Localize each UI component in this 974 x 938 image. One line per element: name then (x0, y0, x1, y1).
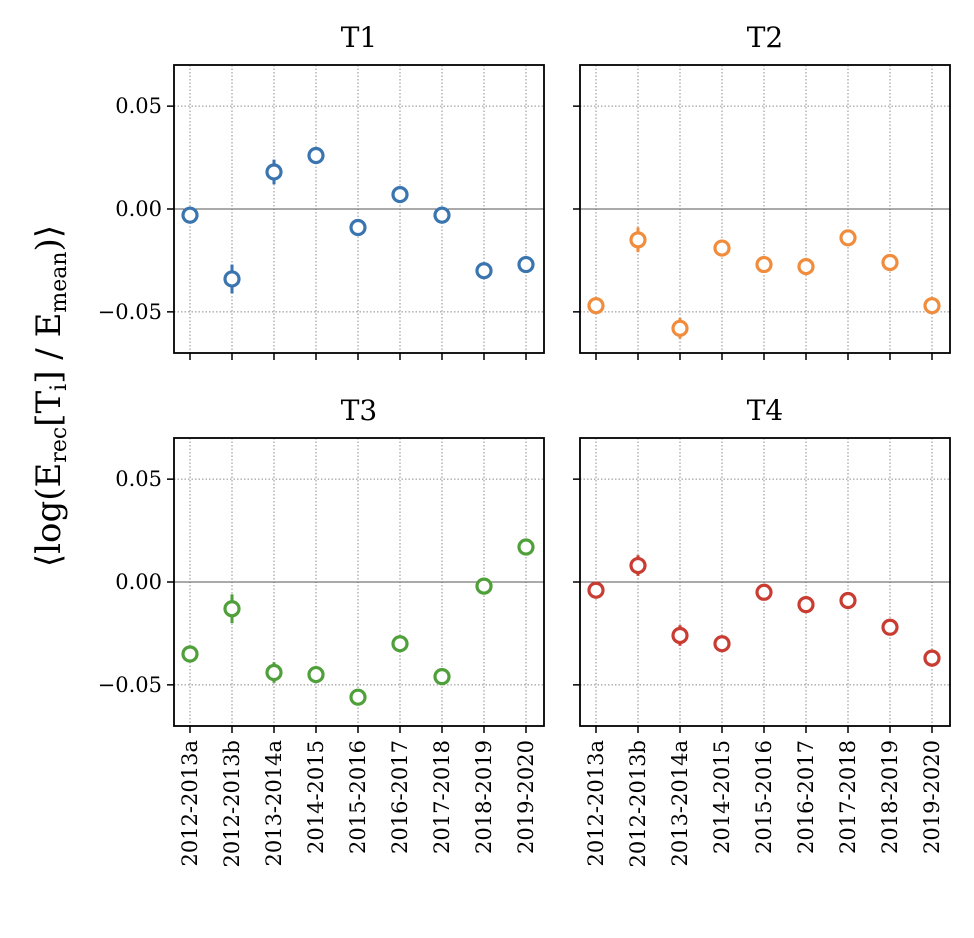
data-point (391, 635, 409, 653)
x-tick-label: 2015-2016 (752, 740, 776, 854)
data-point (755, 583, 773, 601)
data-point (223, 600, 241, 618)
x-tick-label: 2013-2014a (668, 740, 692, 867)
data-point (671, 319, 689, 337)
data-point (839, 229, 857, 247)
data-point (181, 645, 199, 663)
data-point (181, 206, 199, 224)
x-tick-label: 2014-2015 (304, 740, 328, 854)
panel-frame (173, 64, 545, 354)
data-point (755, 255, 773, 274)
data-point (713, 635, 731, 653)
y-axis-label-sub-i: i (47, 384, 72, 391)
data-point (923, 649, 941, 667)
y-axis-label: ⟨log(Erec[Ti] / Emean)⟩ (29, 225, 72, 567)
panel-title: T2 (747, 21, 784, 54)
panel-t1: −0.05 0.00 0.05 T1 (98, 21, 545, 360)
x-tick-label: 2018-2019 (472, 740, 496, 854)
x-tick-label: 2019-2020 (920, 740, 944, 854)
x-tick-label: 2012-2013a (584, 740, 608, 867)
data-point (587, 581, 605, 599)
data-point (475, 262, 493, 280)
data-point (265, 663, 283, 682)
data-point (517, 255, 535, 274)
data-point (881, 253, 899, 272)
y-tick-label: 0.05 (115, 94, 162, 118)
x-tick-label: 2017-2018 (836, 740, 860, 854)
x-tick-label: 2012-2013b (626, 740, 650, 867)
panel-t4: 2012-2013a 2012-2013b 2013-2014a 2014-2015 2… (573, 394, 951, 867)
data-point (923, 297, 941, 315)
data-point (349, 218, 367, 237)
data-point (881, 618, 899, 636)
x-tick-label: 2016-2017 (794, 740, 818, 854)
x-tick-label: 2019-2020 (514, 740, 538, 854)
x-tick-label: 2012-2013a (178, 740, 202, 867)
panels-group: −0.05 0.00 0.05 T1 T2 −0.05 0.00 0.05 2012-2013a… (98, 21, 951, 867)
x-tick-label: 2017-2018 (430, 740, 454, 854)
y-axis-label-mid1: [T (29, 391, 69, 427)
data-point (517, 538, 535, 556)
y-axis-label-mid2: ] / E (29, 313, 69, 384)
data-point (307, 146, 325, 165)
data-point (433, 206, 451, 224)
x-tick-label: 2013-2014a (262, 740, 286, 867)
y-tick-label: 0.05 (115, 467, 162, 491)
data-point (349, 688, 367, 706)
x-tick-label: 2014-2015 (710, 740, 734, 854)
data-point (629, 231, 647, 249)
y-axis-label-suffix: )⟩ (29, 225, 69, 252)
y-tick-label: 0.00 (115, 570, 162, 594)
data-point (713, 239, 731, 257)
data-point (629, 556, 647, 575)
x-tick-label: 2016-2017 (388, 740, 412, 854)
panel-title: T1 (341, 21, 378, 54)
y-tick-label: 0.00 (115, 197, 162, 221)
x-tick-label: 2015-2016 (346, 740, 370, 854)
x-tick-label: 2012-2013b (220, 740, 244, 867)
data-point (797, 596, 815, 614)
data-point (797, 258, 815, 276)
y-axis-label-sub-rec: rec (47, 427, 72, 463)
panel-t2: T2 (573, 21, 951, 360)
y-axis-label-sub-mean: mean (47, 251, 72, 312)
data-point (475, 577, 493, 595)
data-point (265, 163, 283, 181)
y-tick-label: −0.05 (98, 673, 162, 697)
panel-title: T4 (747, 394, 784, 427)
panel-t3: −0.05 0.00 0.05 2012-2013a 2012-2013b 2013-20… (98, 394, 545, 867)
panel-frame (173, 437, 545, 727)
data-point (433, 668, 451, 686)
data-point (671, 626, 689, 645)
panel-title: T3 (341, 394, 378, 427)
panel-frame (579, 64, 951, 354)
data-point (307, 665, 325, 684)
x-tick-label: 2018-2019 (878, 740, 902, 854)
y-tick-label: −0.05 (98, 300, 162, 324)
data-point (223, 270, 241, 288)
data-point (391, 186, 409, 204)
y-axis-label-prefix: ⟨log(E (29, 463, 69, 567)
data-point (839, 591, 857, 610)
panel-frame (579, 437, 951, 727)
data-point (587, 297, 605, 315)
